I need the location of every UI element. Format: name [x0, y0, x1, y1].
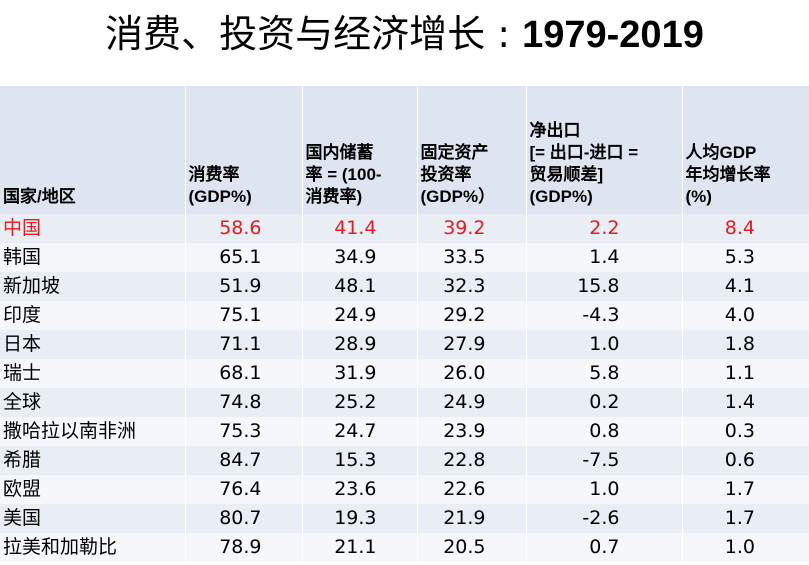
region-cell: 拉美和加勒比 [0, 533, 185, 562]
investment-cell: 22.8 [416, 446, 526, 475]
savings-cell: 19.3 [301, 504, 417, 533]
net-exports-cell: -7.5 [525, 446, 682, 475]
table-row: 中国 58.6 41.4 39.2 2.2 8.4 [0, 214, 809, 243]
table-row: 印度 75.1 24.9 29.2 -4.3 4.0 [0, 301, 809, 330]
savings-cell: 25.2 [301, 388, 417, 417]
region-cell: 撒哈拉以南非洲 [0, 417, 185, 446]
net-exports-cell: -4.3 [525, 301, 682, 330]
consumption-cell: 84.7 [184, 446, 302, 475]
consumption-cell: 58.6 [184, 214, 302, 243]
region-cell: 瑞士 [0, 359, 185, 388]
growth-cell: 1.0 [681, 533, 809, 562]
region-cell: 中国 [0, 214, 185, 243]
net-exports-cell: 5.8 [525, 359, 682, 388]
table-row: 日本 71.1 28.9 27.9 1.0 1.8 [0, 330, 809, 359]
consumption-cell: 74.8 [184, 388, 302, 417]
table-row: 撒哈拉以南非洲 75.3 24.7 23.9 0.8 0.3 [0, 417, 809, 446]
net-exports-cell: 1.0 [525, 475, 682, 504]
region-cell: 美国 [0, 504, 185, 533]
investment-cell: 22.6 [416, 475, 526, 504]
header-net-exports: 净出口 [= 出口-进口 = 贸易顺差] (GDP%) [525, 86, 682, 214]
savings-cell: 48.1 [301, 272, 417, 301]
header-region: 国家/地区 [0, 86, 185, 214]
investment-cell: 29.2 [416, 301, 526, 330]
title-text: 消费、投资与经济增长 : [105, 12, 523, 56]
investment-cell: 20.5 [416, 533, 526, 562]
header-gdp-growth: 人均GDP 年均增长率 (%) [681, 86, 809, 214]
savings-cell: 21.1 [301, 533, 417, 562]
table-row: 欧盟 76.4 23.6 22.6 1.0 1.7 [0, 475, 809, 504]
header-investment-rate: 固定资产 投资率 (GDP%） [416, 86, 526, 214]
region-cell: 印度 [0, 301, 185, 330]
growth-cell: 4.0 [681, 301, 809, 330]
net-exports-cell: 0.7 [525, 533, 682, 562]
net-exports-cell: 15.8 [525, 272, 682, 301]
savings-cell: 28.9 [301, 330, 417, 359]
net-exports-cell: 2.2 [525, 214, 682, 243]
growth-cell: 1.4 [681, 388, 809, 417]
growth-cell: 5.3 [681, 243, 809, 272]
consumption-cell: 65.1 [184, 243, 302, 272]
consumption-cell: 75.3 [184, 417, 302, 446]
header-savings-rate: 国内储蓄 率 = (100- 消费率) [301, 86, 417, 214]
region-cell: 希腊 [0, 446, 185, 475]
growth-cell: 1.8 [681, 330, 809, 359]
investment-cell: 23.9 [416, 417, 526, 446]
region-cell: 日本 [0, 330, 185, 359]
consumption-cell: 80.7 [184, 504, 302, 533]
region-cell: 韩国 [0, 243, 185, 272]
net-exports-cell: 1.0 [525, 330, 682, 359]
investment-cell: 27.9 [416, 330, 526, 359]
region-cell: 全球 [0, 388, 185, 417]
savings-cell: 23.6 [301, 475, 417, 504]
consumption-cell: 78.9 [184, 533, 302, 562]
growth-cell: 1.7 [681, 475, 809, 504]
consumption-cell: 68.1 [184, 359, 302, 388]
table-row: 韩国 65.1 34.9 33.5 1.4 5.3 [0, 243, 809, 272]
header-row: 国家/地区 消费率 (GDP%) 国内储蓄 率 = (100- 消费率) 固定资… [0, 86, 809, 214]
investment-cell: 26.0 [416, 359, 526, 388]
savings-cell: 31.9 [301, 359, 417, 388]
table-row: 拉美和加勒比 78.9 21.1 20.5 0.7 1.0 [0, 533, 809, 562]
table-row: 全球 74.8 25.2 24.9 0.2 1.4 [0, 388, 809, 417]
header-consumption-rate: 消费率 (GDP%) [184, 86, 302, 214]
table-row: 美国 80.7 19.3 21.9 -2.6 1.7 [0, 504, 809, 533]
savings-cell: 34.9 [301, 243, 417, 272]
consumption-cell: 71.1 [184, 330, 302, 359]
table-body: 中国 58.6 41.4 39.2 2.2 8.4 韩国 65.1 34.9 33.5 1.4 5.3… [0, 214, 809, 562]
savings-cell: 24.9 [301, 301, 417, 330]
growth-cell: 0.3 [681, 417, 809, 446]
savings-cell: 24.7 [301, 417, 417, 446]
net-exports-cell: 0.2 [525, 388, 682, 417]
investment-cell: 24.9 [416, 388, 526, 417]
data-table: 国家/地区 消费率 (GDP%) 国内储蓄 率 = (100- 消费率) 固定资… [0, 86, 809, 562]
growth-cell: 0.6 [681, 446, 809, 475]
net-exports-cell: 1.4 [525, 243, 682, 272]
growth-cell: 8.4 [681, 214, 809, 243]
investment-cell: 21.9 [416, 504, 526, 533]
table-header: 国家/地区 消费率 (GDP%) 国内储蓄 率 = (100- 消费率) 固定资… [0, 86, 809, 214]
savings-cell: 15.3 [301, 446, 417, 475]
growth-cell: 1.1 [681, 359, 809, 388]
net-exports-cell: 0.8 [525, 417, 682, 446]
table-row: 新加坡 51.9 48.1 32.3 15.8 4.1 [0, 272, 809, 301]
consumption-cell: 51.9 [184, 272, 302, 301]
table-row: 瑞士 68.1 31.9 26.0 5.8 1.1 [0, 359, 809, 388]
net-exports-cell: -2.6 [525, 504, 682, 533]
growth-cell: 1.7 [681, 504, 809, 533]
region-cell: 欧盟 [0, 475, 185, 504]
investment-cell: 32.3 [416, 272, 526, 301]
title-years: 1979-2019 [522, 14, 704, 56]
investment-cell: 33.5 [416, 243, 526, 272]
growth-cell: 4.1 [681, 272, 809, 301]
consumption-cell: 75.1 [184, 301, 302, 330]
investment-cell: 39.2 [416, 214, 526, 243]
page-title: 消费、投资与经济增长 : 1979-2019 [0, 8, 809, 60]
savings-cell: 41.4 [301, 214, 417, 243]
region-cell: 新加坡 [0, 272, 185, 301]
table-row: 希腊 84.7 15.3 22.8 -7.5 0.6 [0, 446, 809, 475]
consumption-cell: 76.4 [184, 475, 302, 504]
